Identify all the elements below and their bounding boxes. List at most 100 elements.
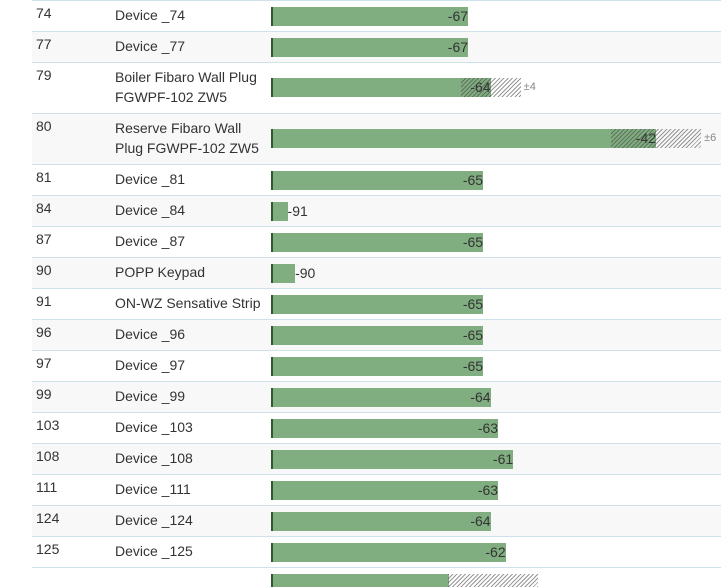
table-row: 74 Device _74 -67 (32, 0, 721, 31)
table-row: 124 Device _124 -64 (32, 505, 721, 536)
rssi-bar: -65 (271, 326, 484, 345)
rssi-bar: -65 (271, 233, 484, 252)
rssi-cell: -64 (270, 382, 721, 412)
node-name: Device _103 (115, 419, 193, 435)
rssi-value: -65 (462, 234, 484, 250)
table-row: 103 Device _103 -63 (32, 412, 721, 443)
rssi-variance-label: ±6 (704, 132, 717, 144)
node-id: 96 (36, 324, 52, 340)
node-name-line: FGWPF-102 ZW5 (115, 89, 228, 105)
rssi-cell: -65 (270, 320, 721, 350)
rssi-value: -65 (462, 327, 484, 343)
table-row: 90 POPP Keypad -90 (32, 257, 721, 288)
rssi-bar: -42 (271, 129, 657, 148)
rssi-cell: -67 (270, 32, 721, 62)
rssi-bar: -90 (271, 264, 315, 283)
node-id: 87 (36, 231, 52, 247)
rssi-cell: -42 ±6 (270, 114, 721, 164)
node-name: Device _99 (115, 388, 186, 404)
node-name: Device _74 (115, 7, 186, 23)
node-name: Device _124 (115, 512, 193, 528)
node-name: Reserve Fibaro Wall Plug FGWPF-102 ZW5 (115, 118, 265, 158)
rssi-cell: -63 (270, 475, 721, 505)
rssi-cell: -61 (270, 444, 721, 474)
rssi-cell (270, 568, 721, 587)
rssi-value: -65 (462, 296, 484, 312)
node-name: Device _81 (115, 171, 186, 187)
node-id: 74 (36, 5, 52, 21)
table-row: 84 Device _84 -91 (32, 195, 721, 226)
rssi-bar: -61 (271, 450, 514, 469)
rssi-bar: -65 (271, 295, 484, 314)
node-id: 97 (36, 355, 52, 371)
table-row: 97 Device _97 -65 (32, 350, 721, 381)
table-row: 79 Boiler Fibaro Wall Plug FGWPF-102 ZW5 -6… (32, 62, 721, 113)
rssi-value: -64 (470, 513, 491, 529)
table-row: 96 Device _96 -65 (32, 319, 721, 350)
rssi-cell: -91 (270, 196, 721, 226)
node-id: 81 (36, 169, 52, 185)
node-name: POPP Keypad (115, 264, 206, 280)
rssi-cell: -65 (270, 351, 721, 381)
node-id: 125 (36, 541, 60, 557)
node-name: Device _84 (115, 202, 186, 218)
rssi-value: -67 (447, 39, 469, 55)
rssi-bar: -64 (271, 388, 491, 407)
node-name-line: Reserve Fibaro Wall (115, 120, 242, 136)
table-row: 80 Reserve Fibaro Wall Plug FGWPF-102 ZW5-… (32, 113, 721, 164)
node-id: 91 (36, 293, 52, 309)
node-name: Device _87 (115, 233, 186, 249)
node-id: 124 (36, 510, 60, 526)
node-name: Device _97 (115, 357, 186, 373)
rssi-value: -63 (477, 482, 499, 498)
rssi-cell: -67 (270, 1, 721, 31)
rssi-cell: -63 (270, 413, 721, 443)
rssi-variance-range (460, 78, 521, 97)
rssi-bar (271, 574, 449, 587)
rssi-cell: -62 (270, 537, 721, 567)
node-id: 108 (36, 448, 60, 464)
rssi-value: -61 (492, 451, 514, 467)
rssi-value: -63 (477, 420, 499, 436)
node-id: 111 (36, 479, 58, 495)
table-row: 125 Device _125 -62 (32, 536, 721, 567)
rssi-bar: -63 (271, 481, 499, 500)
node-id: 77 (36, 36, 52, 52)
table-row: 77 Device _77 -67 (32, 31, 721, 62)
rssi-bar: -64 (271, 512, 491, 531)
rssi-bar: -67 (271, 7, 469, 26)
rssi-bar: -65 (271, 171, 484, 190)
table-row: 99 Device _99 -64 (32, 381, 721, 412)
node-name: Device _125 (115, 543, 193, 559)
node-name-line: Boiler Fibaro Wall Plug (115, 69, 257, 85)
node-name: Device _96 (115, 326, 186, 342)
node-id: 99 (36, 386, 52, 402)
node-id: 103 (36, 417, 60, 433)
node-name: Device _108 (115, 450, 193, 466)
rssi-bar: -91 (271, 202, 308, 221)
rssi-bar: -62 (271, 543, 506, 562)
rssi-cell: -65 (270, 165, 721, 195)
rssi-bar: -65 (271, 357, 484, 376)
table-row: 87 Device _87 -65 (32, 226, 721, 257)
rssi-value: -62 (485, 544, 506, 560)
rssi-bar: -63 (271, 419, 499, 438)
rssi-value: -67 (447, 8, 469, 24)
rssi-cell: -65 (270, 227, 721, 257)
rssi-cell: -65 (270, 289, 721, 319)
node-name: ON-WZ Sensative Strip (115, 295, 261, 311)
rssi-cell: -64 ±4 (270, 63, 721, 113)
node-id: 84 (36, 200, 52, 216)
rssi-cell: -64 (270, 506, 721, 536)
rssi-variance-range (448, 574, 538, 587)
table-row-partial (32, 567, 721, 587)
rssi-bar: -67 (271, 38, 469, 57)
rssi-value: -64 (470, 389, 491, 405)
table-row: 111 Device _111 -63 (32, 474, 721, 505)
table-row: 91 ON-WZ Sensative Strip -65 (32, 288, 721, 319)
table-row: 108 Device _108 -61 (32, 443, 721, 474)
rssi-cell: -90 (270, 258, 721, 288)
node-id: 79 (36, 67, 52, 83)
rssi-variance-label: ±4 (523, 81, 536, 93)
node-name: Boiler Fibaro Wall Plug FGWPF-102 ZW5 (115, 67, 265, 107)
